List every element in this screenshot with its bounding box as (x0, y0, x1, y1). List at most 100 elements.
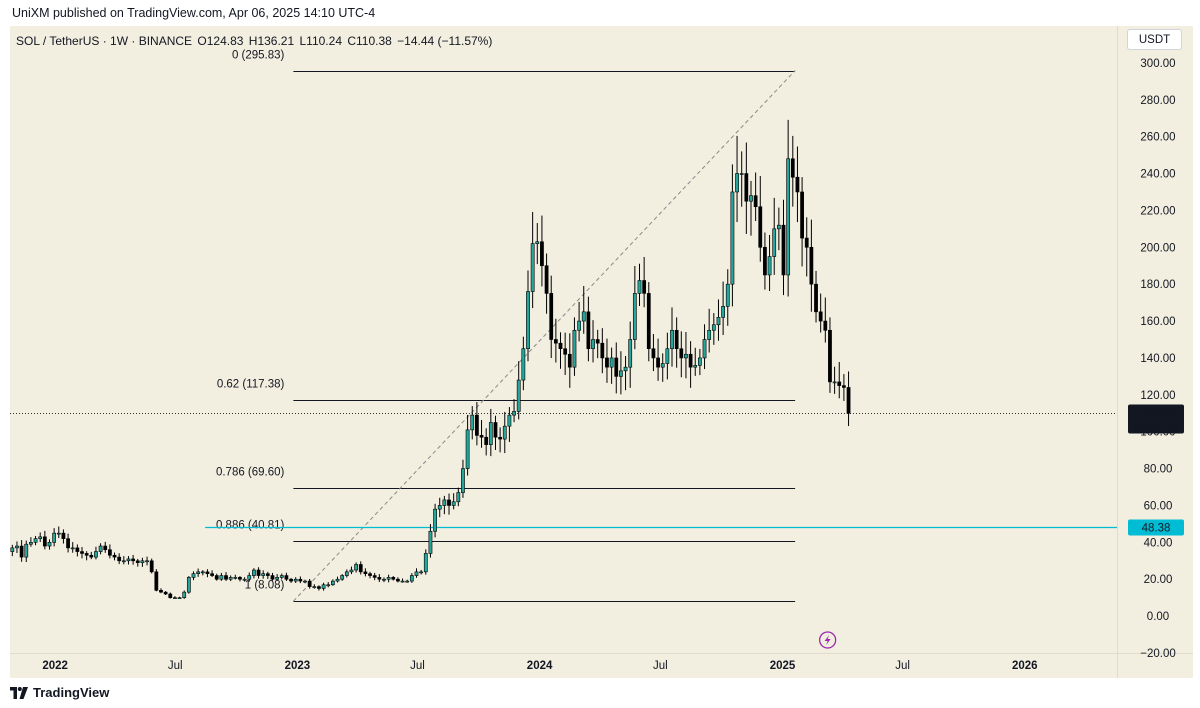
candle-up (98, 545, 103, 552)
candle-up (665, 348, 670, 364)
last-price-label: 110.38 (1139, 409, 1173, 421)
symbol-legend[interactable]: SOL / TetherUS · 1W · BINANCE O124.83 H1… (16, 34, 494, 48)
candle-up (530, 243, 535, 292)
price-tick-label: 300.00 (1140, 58, 1175, 70)
candle-up (38, 536, 43, 539)
candle-up (461, 468, 465, 493)
candle-up (711, 324, 716, 331)
candle-up (470, 414, 475, 431)
candle-down (108, 549, 112, 556)
candle-up (121, 560, 126, 563)
candle-up (382, 578, 386, 581)
fib-level-label: 0.62 (117.38) (217, 379, 285, 391)
candle-down (159, 589, 163, 593)
candle-up (707, 329, 712, 340)
candle-down (679, 348, 684, 359)
candle-down (753, 195, 758, 208)
candle-up (409, 575, 414, 582)
time-tick-label: 2023 (285, 660, 311, 672)
candle-down (823, 320, 828, 331)
candle-up (335, 578, 340, 582)
last-price-label-box (1128, 404, 1184, 434)
candle-down (447, 499, 451, 506)
candle-down (112, 554, 117, 558)
price-tick-label: 120.00 (1140, 390, 1175, 402)
candle-down (372, 575, 377, 578)
candle-up (349, 569, 354, 573)
candle-down (317, 586, 321, 589)
candle-down (210, 573, 214, 576)
candle-up (670, 329, 674, 350)
candle-down (846, 387, 851, 414)
candle-up (354, 564, 358, 571)
candle-up (428, 530, 433, 554)
candle-down (567, 353, 572, 368)
candle-up (488, 422, 493, 445)
candle-down (674, 329, 679, 350)
symbol-pair[interactable]: SOL / TetherUS · 1W · BINANCE (16, 34, 193, 48)
tradingview-logo[interactable]: TradingView (10, 685, 109, 700)
price-tick-label: 80.00 (1144, 464, 1173, 476)
candle-up (786, 158, 791, 276)
candle-down (363, 571, 368, 575)
candle-up (140, 560, 145, 563)
candle-down (238, 577, 242, 580)
candle-up (145, 560, 149, 563)
candle-up (321, 584, 326, 589)
candle-down (135, 560, 140, 563)
candle-up (660, 363, 665, 368)
price-tick-label: 60.00 (1144, 500, 1173, 512)
candle-down (289, 578, 293, 582)
candle-up (632, 293, 637, 340)
candle-down (168, 593, 173, 598)
candle-down (795, 176, 800, 193)
candle-down (600, 342, 605, 359)
candle-down (66, 538, 70, 549)
candle-down (475, 414, 479, 436)
currency-button[interactable]: USDT (1127, 29, 1182, 50)
tradingview-logo-icon (10, 686, 28, 699)
ohlc-high: H136.21 (248, 34, 295, 48)
candle-up (52, 532, 57, 543)
candle-down (842, 385, 846, 388)
candle-down (214, 575, 219, 580)
candle-down (131, 558, 135, 562)
price-chart[interactable]: 0 (295.83) 0.62 (117.38) 0.786 (69.60) 0.88… (10, 26, 1193, 678)
candle-up (261, 573, 266, 576)
candle-down (781, 224, 786, 276)
candle-down (84, 553, 89, 556)
lightning-icon[interactable] (818, 631, 837, 649)
price-tick-label: 0.00 (1147, 611, 1169, 623)
fib-level-label: 1 (8.08) (245, 580, 285, 592)
candle-down (284, 575, 289, 580)
candle-up (177, 597, 182, 599)
price-tick-label: 200.00 (1140, 242, 1175, 254)
candle-up (772, 228, 777, 257)
candle-down (744, 173, 749, 202)
header-bar: UniXM published on TradingView.com, Apr … (0, 0, 1200, 26)
candle-up (512, 411, 516, 416)
candle-down (377, 577, 382, 580)
time-tick-label: 2024 (527, 660, 553, 672)
ohlc-open: O124.83 (197, 34, 244, 48)
candle-down (804, 237, 809, 248)
candle-down (61, 532, 66, 539)
candle-down (75, 547, 80, 552)
candle-down (479, 435, 484, 438)
candle-up (684, 353, 688, 359)
candle-up (739, 173, 744, 175)
price-tick-label: 280.00 (1140, 95, 1175, 107)
candle-up (698, 357, 702, 366)
candle-down (163, 591, 168, 595)
candle-down (149, 560, 154, 573)
chart-area[interactable]: 0 (295.83) 0.62 (117.38) 0.786 (69.60) 0.88… (10, 26, 1193, 678)
candle-down (358, 564, 363, 573)
fib-level-label: 0 (295.83) (232, 50, 285, 62)
time-tick-label: Jul (895, 660, 910, 672)
candle-down (563, 348, 568, 355)
candle-up (414, 571, 419, 576)
candle-down (368, 573, 372, 576)
candle-down (117, 556, 122, 562)
candle-down (828, 329, 832, 383)
candle-up (442, 499, 447, 506)
